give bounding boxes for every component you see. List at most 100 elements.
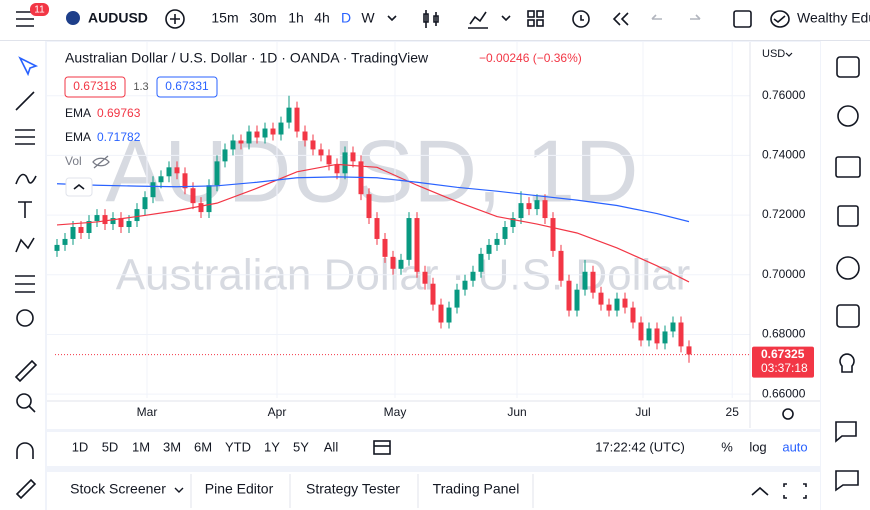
candle-body	[374, 218, 380, 239]
candle-body	[254, 131, 260, 138]
candle-body	[126, 221, 132, 228]
sell-box[interactable]	[64, 76, 126, 98]
account[interactable]: Wealthy Edu	[797, 10, 870, 26]
panel-tab[interactable]: Trading Panel	[433, 481, 520, 497]
interval[interactable]: W	[361, 10, 375, 26]
auto[interactable]: auto	[782, 439, 807, 454]
candle-body	[414, 218, 420, 272]
settings[interactable]	[782, 408, 794, 420]
candle-body	[198, 203, 204, 213]
candle-body	[94, 215, 100, 222]
calendar[interactable]	[373, 440, 391, 455]
interval[interactable]: 4h	[314, 10, 330, 26]
candle-body	[598, 292, 604, 305]
log[interactable]: log	[749, 439, 766, 454]
undo[interactable]	[651, 14, 662, 20]
redo[interactable]	[690, 14, 701, 20]
badge-bg	[30, 3, 49, 16]
interval[interactable]: D	[341, 10, 351, 26]
candle-body	[534, 200, 540, 210]
range-button[interactable]: 1M	[132, 439, 150, 454]
candle-body	[686, 346, 692, 355]
tab-dropdown	[174, 487, 184, 493]
collapse-legend[interactable]	[65, 177, 93, 197]
sidebar-icons[interactable]	[835, 56, 861, 492]
candle-body	[366, 194, 372, 219]
candle-body	[78, 227, 84, 233]
legend-value: 0.69763	[97, 106, 141, 120]
bid[interactable]: 0.67318	[73, 79, 117, 93]
layouts[interactable]	[527, 10, 544, 27]
watermark: AUDUSD, 1D	[106, 121, 639, 220]
range-button[interactable]: 1D	[72, 439, 89, 454]
percent[interactable]: %	[721, 439, 733, 454]
interval[interactable]: 1h	[288, 10, 304, 26]
candle-body	[262, 128, 268, 138]
currency[interactable]: USD	[762, 48, 785, 60]
interval[interactable]: 15m	[211, 10, 238, 26]
panel-tab[interactable]: Strategy Tester	[306, 481, 400, 497]
candle-body	[670, 322, 676, 332]
candle-body	[318, 149, 324, 156]
range-button[interactable]: YTD	[225, 439, 251, 454]
candle-body	[550, 218, 556, 251]
indicators[interactable]	[468, 11, 511, 29]
candle-body	[302, 131, 308, 141]
account-icon[interactable]	[770, 10, 790, 28]
candle-body	[270, 128, 276, 135]
chart-type[interactable]	[423, 10, 439, 28]
chart-title: Australian Dollar / U.S. Dollar · 1D · O…	[65, 50, 429, 66]
drawing-tools[interactable]	[14, 56, 39, 500]
add-symbol[interactable]	[165, 9, 185, 29]
range-button[interactable]: 1Y	[264, 439, 280, 454]
ema-line	[56, 163, 690, 283]
price-label: 0.67325	[761, 347, 805, 361]
candle-body	[494, 238, 500, 245]
panel-tab[interactable]: Pine Editor	[205, 481, 274, 497]
divider	[0, 40, 870, 41]
candle-body	[190, 188, 196, 204]
fullscreen[interactable]	[733, 10, 752, 28]
symbol[interactable]: AUDUSD	[88, 10, 148, 26]
interval-dropdown[interactable]	[387, 15, 397, 22]
candle-body	[86, 221, 92, 233]
change: −0.00246 (−0.36%)	[479, 51, 582, 65]
legend-name: EMA	[65, 130, 91, 144]
top-bar	[0, 0, 870, 40]
range-button[interactable]: All	[324, 439, 339, 454]
legend-name: EMA	[65, 106, 91, 120]
range-button[interactable]: 5Y	[293, 439, 309, 454]
ask[interactable]: 0.67331	[165, 79, 209, 93]
candle-body	[582, 271, 588, 290]
interval[interactable]: 30m	[249, 10, 276, 26]
candle-body	[214, 161, 220, 186]
candle-body	[614, 298, 620, 311]
candle-body	[142, 197, 148, 210]
y-tick-label: 0.74000	[762, 148, 806, 162]
hide-volume[interactable]	[92, 155, 110, 169]
candle-body	[462, 280, 468, 290]
chart-panel	[47, 42, 820, 429]
candle-body	[174, 167, 180, 174]
candle-body	[326, 155, 332, 165]
alert[interactable]	[572, 10, 590, 28]
range-button[interactable]: 5D	[102, 439, 119, 454]
candle-body	[150, 182, 156, 198]
candle-body	[406, 218, 412, 260]
buy-box[interactable]	[156, 76, 218, 98]
candle-body	[382, 238, 388, 257]
range-button[interactable]: 3M	[163, 439, 181, 454]
candle-body	[558, 250, 564, 281]
candle-body	[662, 331, 668, 344]
candle-body	[638, 322, 644, 341]
candle-body	[166, 167, 172, 177]
candle-body	[238, 140, 244, 144]
panel-tab[interactable]: Stock Screener	[70, 481, 166, 497]
maximize-panel[interactable]	[783, 483, 807, 499]
range-button[interactable]: 6M	[194, 439, 212, 454]
candle-body	[510, 218, 516, 228]
collapse-panel[interactable]	[751, 486, 769, 496]
replay[interactable]	[612, 12, 629, 26]
y-tick-label: 0.66000	[762, 386, 806, 400]
candle-body	[518, 203, 524, 219]
